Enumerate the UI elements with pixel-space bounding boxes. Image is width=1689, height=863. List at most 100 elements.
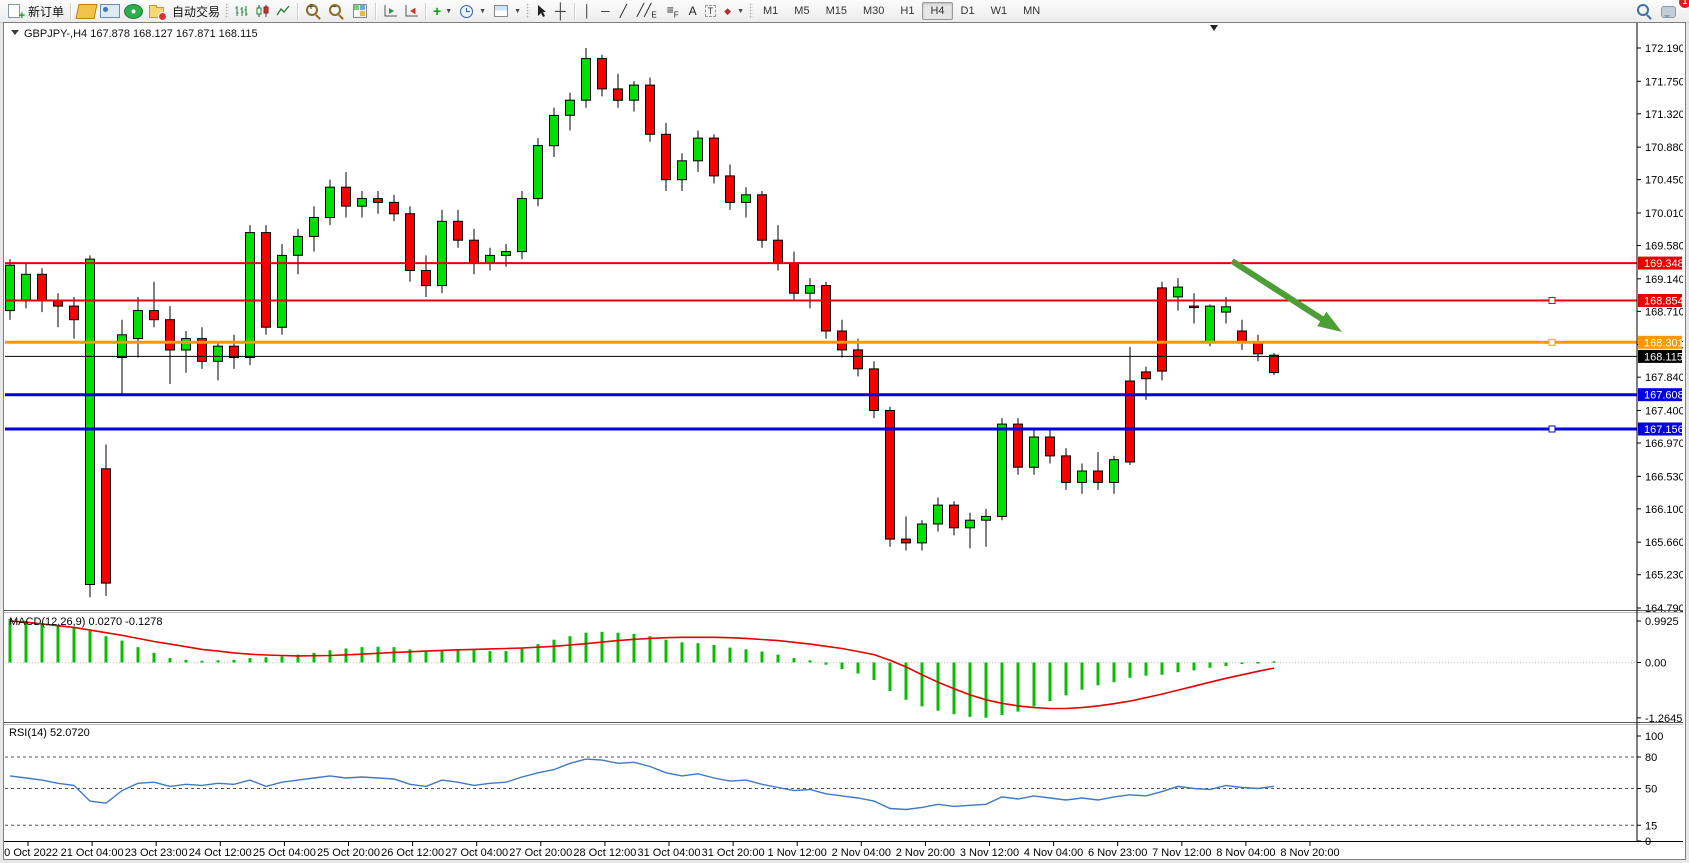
auto-trading-icon	[149, 5, 168, 21]
svg-text:168.301: 168.301	[1644, 337, 1683, 349]
new-order-button[interactable]: 新订单	[4, 1, 67, 22]
svg-text:21 Oct 04:00: 21 Oct 04:00	[61, 847, 124, 857]
crosshair-button[interactable]: ┼	[550, 1, 571, 21]
svg-text:170.010: 170.010	[1645, 208, 1683, 220]
svg-text:170.450: 170.450	[1645, 175, 1683, 187]
timeframe-D1[interactable]: D1	[960, 5, 975, 17]
tile-windows-icon	[353, 4, 368, 18]
chevron-down-icon: ▼	[514, 7, 522, 15]
chart-shift-marker[interactable]	[1210, 25, 1218, 31]
svg-text:169.140: 169.140	[1645, 274, 1683, 286]
candles-layer[interactable]	[5, 48, 1279, 598]
toolbar-grip[interactable]	[749, 3, 753, 19]
svg-text:6 Nov 23:00: 6 Nov 23:00	[1088, 847, 1147, 857]
data-signal-icon[interactable]	[124, 3, 144, 19]
horizontal-line-icon: ─	[601, 4, 610, 18]
notifications-button[interactable]: 1	[1656, 0, 1689, 21]
rsi-label: RSI(14) 52.0720	[9, 727, 90, 739]
svg-text:-1.2645: -1.2645	[1645, 713, 1682, 725]
svg-text:20 Oct 2022: 20 Oct 2022	[4, 847, 58, 857]
text-icon: A	[688, 4, 697, 18]
macd-signal-line[interactable]	[9, 620, 1275, 710]
svg-text:27 Oct 04:00: 27 Oct 04:00	[445, 847, 508, 857]
chart-line-button[interactable]	[273, 1, 294, 21]
horizontal-line-button[interactable]: ─	[596, 1, 615, 21]
zoom-in-button[interactable]: +	[302, 1, 325, 21]
toolbar-grip[interactable]	[526, 3, 531, 19]
search-button[interactable]	[1633, 1, 1656, 21]
chart-shift-icon	[405, 5, 419, 17]
svg-text:168.854: 168.854	[1644, 296, 1683, 308]
text-button[interactable]: A	[684, 1, 702, 21]
symbol-header[interactable]: GBPJPY-,H4 167.878 168.127 167.871 168.1…	[11, 28, 258, 40]
chart-canvas[interactable]: 172.190 171.750 171.320 170.880 170.450 170.0…	[0, 23, 1685, 862]
svg-text:172.190: 172.190	[1645, 43, 1683, 55]
svg-text:26 Oct 12:00: 26 Oct 12:00	[381, 847, 444, 857]
toolbar-grip[interactable]	[225, 3, 230, 19]
chart-shift-button[interactable]	[401, 1, 422, 21]
auto-trading-label: 自动交易	[172, 4, 221, 19]
timeframe-W1[interactable]: W1	[990, 5, 1008, 17]
hline-168.115[interactable]: 168.115	[5, 349, 1683, 364]
timeframe-M15[interactable]: M15	[825, 5, 847, 17]
timeframe-MN[interactable]: MN	[1023, 5, 1041, 17]
market-watch-icon[interactable]	[75, 3, 98, 19]
timeframe-H1[interactable]: H1	[900, 5, 915, 17]
tile-windows-button[interactable]	[348, 1, 372, 21]
templates-button[interactable]: ▼	[489, 1, 524, 21]
svg-text:27 Oct 20:00: 27 Oct 20:00	[509, 847, 572, 857]
text-label-button[interactable]: T	[702, 1, 720, 21]
chevron-down-icon: ▼	[737, 7, 744, 15]
svg-text:2 Nov 04:00: 2 Nov 04:00	[832, 847, 891, 857]
chart-window[interactable]: 172.190 171.750 171.320 170.880 170.450 170.0…	[0, 22, 1686, 862]
hline-167.608[interactable]: 167.608	[5, 388, 1684, 402]
navigator-icon[interactable]	[100, 4, 121, 18]
timeframe-H4[interactable]: H4	[922, 2, 953, 20]
svg-text:168.115: 168.115	[1644, 351, 1683, 363]
auto-scroll-button[interactable]	[380, 1, 401, 21]
fibonacci-button[interactable]: ≡F	[662, 1, 684, 21]
timeframe-M5[interactable]: M5	[794, 5, 810, 17]
svg-text:170.880: 170.880	[1645, 142, 1683, 154]
equidistant-channel-icon: ╱╱E	[636, 2, 657, 20]
svg-text:164.790: 164.790	[1645, 603, 1683, 615]
cursor-button[interactable]	[532, 1, 550, 21]
auto-trading-button[interactable]: 自动交易	[145, 1, 223, 21]
cursor-arrow-icon	[538, 5, 547, 17]
timeframe-M30[interactable]: M30	[862, 5, 885, 17]
trend-arrow-annotation[interactable]	[1230, 258, 1342, 332]
svg-text:31 Oct 04:00: 31 Oct 04:00	[638, 847, 701, 857]
chat-bubble-icon	[1661, 5, 1676, 18]
new-order-label: 新订单	[28, 4, 65, 19]
bar-chart-icon	[235, 6, 248, 16]
rsi-line[interactable]	[9, 758, 1275, 811]
chart-svg[interactable]: 172.190 171.750 171.320 170.880 170.450 170.0…	[0, 23, 1685, 859]
vertical-line-button[interactable]: │	[579, 1, 597, 21]
indicators-icon: +	[433, 3, 442, 19]
chart-bars-button[interactable]	[231, 1, 252, 21]
svg-text:15: 15	[1645, 820, 1657, 832]
hline-168.301[interactable]: 168.301	[5, 335, 1684, 350]
channel-button[interactable]: ╱╱E	[632, 1, 662, 21]
toolbar-separator	[297, 2, 300, 20]
svg-text:1 Nov 12:00: 1 Nov 12:00	[768, 847, 827, 857]
hline-167.156[interactable]: 167.156	[5, 422, 1684, 437]
periods-button[interactable]: ▼	[455, 1, 489, 21]
hline-169.348[interactable]: 169.348	[5, 256, 1684, 271]
zoom-out-button[interactable]: −	[325, 1, 348, 21]
svg-text:171.320: 171.320	[1645, 109, 1683, 121]
template-icon	[494, 5, 509, 17]
hline-168.854[interactable]: 168.854	[5, 294, 1684, 308]
timeframe-M1[interactable]: M1	[763, 5, 779, 17]
macd-label: MACD(12,26,9) 0.0270 -0.1278	[9, 616, 162, 628]
chart-background	[4, 23, 1683, 857]
crosshair-icon: ┼	[555, 2, 566, 20]
chart-candles-button[interactable]	[252, 1, 273, 21]
svg-text:169.348: 169.348	[1644, 258, 1683, 270]
svg-text:8 Nov 20:00: 8 Nov 20:00	[1280, 847, 1339, 857]
arrows-tool-button[interactable]: ◆ ▼	[719, 1, 747, 21]
trendline-button[interactable]: ╱	[615, 1, 632, 21]
timeframe-group: M1 M5 M15 M30 H1 H4 D1 W1 MN	[755, 2, 1048, 20]
indicators-button[interactable]: + ▼	[430, 1, 455, 21]
